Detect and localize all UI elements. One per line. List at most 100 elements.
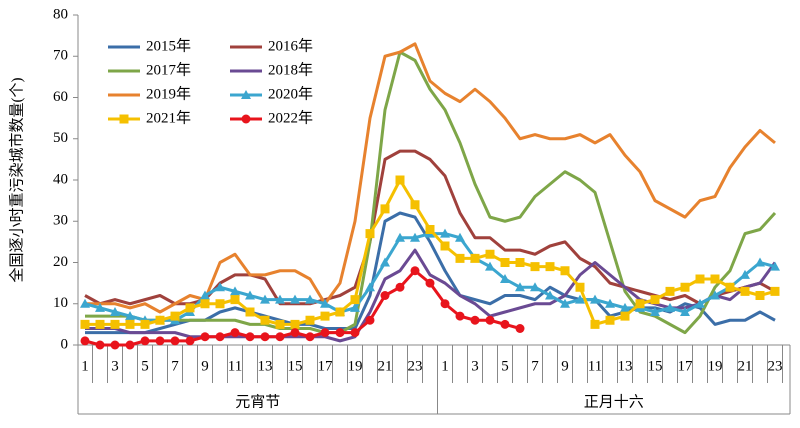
x-tick-label: 13 <box>258 358 273 374</box>
legend-marker <box>241 114 251 124</box>
point <box>605 298 615 308</box>
x-tick-label: 11 <box>228 358 242 374</box>
x-tick-label: 21 <box>378 358 393 374</box>
point <box>545 290 555 300</box>
x-tick-label: 21 <box>738 358 753 374</box>
legend-label: 2022年 <box>268 109 313 126</box>
x-tick-label: 19 <box>708 358 723 374</box>
point <box>200 299 210 309</box>
point <box>245 290 255 300</box>
x-tick-label: 17 <box>318 358 334 374</box>
point <box>305 294 315 304</box>
y-tick-label: 30 <box>53 213 68 229</box>
point <box>485 261 495 271</box>
legend-label: 2015年 <box>146 37 191 54</box>
point <box>230 295 240 305</box>
legend-marker <box>119 114 129 124</box>
point <box>140 336 150 346</box>
point <box>755 257 765 267</box>
point <box>335 307 345 317</box>
point <box>440 241 450 251</box>
y-tick-label: 50 <box>53 130 68 146</box>
y-tick-label: 0 <box>61 336 69 352</box>
point <box>740 286 750 296</box>
point <box>440 299 450 309</box>
point <box>635 299 645 309</box>
point <box>320 311 330 321</box>
point <box>155 336 165 346</box>
point <box>185 303 195 313</box>
point <box>530 262 540 272</box>
point <box>575 282 585 292</box>
point <box>470 253 480 263</box>
x-tick-label: 11 <box>588 358 602 374</box>
point <box>155 315 165 325</box>
point <box>500 274 510 283</box>
point <box>95 340 105 350</box>
y-tick-label: 20 <box>53 254 68 270</box>
point <box>365 229 375 239</box>
legend-label: 2018年 <box>268 61 313 78</box>
point <box>485 249 495 259</box>
point <box>260 315 270 325</box>
series-line <box>85 42 776 314</box>
point <box>305 332 315 342</box>
point <box>110 307 120 316</box>
point <box>260 332 270 342</box>
point <box>485 315 495 325</box>
point <box>770 261 780 271</box>
point <box>755 291 765 300</box>
x-tick-label: 19 <box>348 358 363 374</box>
point <box>650 307 660 316</box>
point <box>425 225 435 234</box>
point <box>125 340 135 350</box>
x-tick-label: 13 <box>618 358 633 374</box>
x-tick-label: 15 <box>288 358 303 374</box>
point <box>290 319 300 329</box>
point <box>380 291 390 300</box>
point <box>170 336 180 346</box>
point <box>410 266 420 276</box>
point <box>395 232 405 242</box>
point <box>770 286 780 296</box>
point <box>95 302 105 312</box>
point <box>455 232 465 242</box>
y-tick-label: 60 <box>53 89 68 105</box>
point <box>320 328 330 338</box>
series-line <box>85 50 777 335</box>
point <box>440 228 450 238</box>
point <box>680 282 690 292</box>
x-tick-label: 23 <box>768 358 783 374</box>
x-tick-label: 1 <box>441 358 449 374</box>
point <box>650 295 660 305</box>
point <box>365 315 375 325</box>
point <box>350 328 360 338</box>
point <box>410 200 420 210</box>
point <box>215 332 225 342</box>
point <box>125 311 135 321</box>
x-tick-label: 5 <box>501 358 509 374</box>
point <box>260 294 270 304</box>
point <box>515 258 525 267</box>
point <box>170 311 180 321</box>
x-tick-label: 7 <box>531 358 539 374</box>
point <box>575 294 585 304</box>
legend-marker <box>241 90 251 99</box>
point <box>80 336 90 346</box>
x-tick-label: 9 <box>561 358 569 374</box>
point <box>740 269 750 279</box>
point <box>275 294 285 304</box>
point <box>620 302 630 312</box>
point <box>125 319 135 329</box>
point <box>395 175 405 185</box>
point <box>80 298 90 308</box>
legend-label: 2021年 <box>146 109 191 126</box>
point <box>410 232 420 242</box>
point <box>350 302 360 312</box>
point <box>500 319 510 329</box>
point <box>230 328 240 338</box>
point <box>200 332 210 342</box>
point <box>455 311 465 321</box>
point <box>425 278 435 288</box>
point <box>110 319 120 329</box>
